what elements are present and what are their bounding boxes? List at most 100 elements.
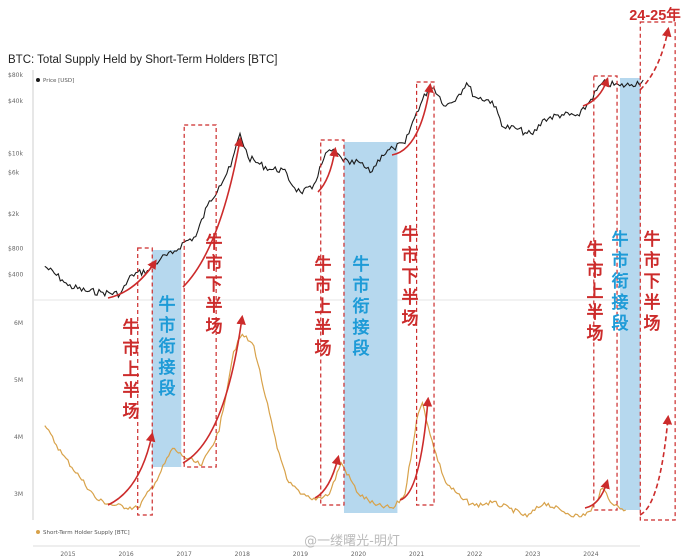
trend-arrow-11 (639, 26, 672, 91)
supply-tick-label: 3M (14, 491, 23, 498)
supply-legend: Short-Term Holder Supply [BTC] (36, 530, 130, 536)
phase-label-char: 场 (402, 309, 419, 329)
trend-arrow-4 (182, 314, 246, 464)
price-tick-label: $6k (8, 170, 20, 177)
price-legend: Price [USD] (36, 78, 74, 84)
price-tick-label: $10k (8, 150, 23, 157)
price-series-line (44, 79, 644, 299)
x-tick-label: 2024 (583, 551, 598, 557)
phase-box-2 (183, 124, 217, 468)
trend-arrow-3 (182, 136, 244, 288)
x-tick-label: 2022 (467, 551, 482, 557)
phase-label-char: 下 (206, 275, 223, 295)
supply-tick-label: 4M (14, 434, 23, 441)
phase-label-char: 牛 (644, 229, 661, 250)
phase-label-char: 上 (315, 297, 332, 317)
trend-arrow-10 (584, 478, 610, 509)
phase-label-char: 牛 (206, 232, 223, 253)
x-tick-label: 2023 (525, 551, 540, 557)
phase-box-4 (416, 81, 435, 506)
phase-label-char: 市 (353, 275, 370, 296)
trend-arrow-2 (107, 431, 156, 506)
trend-arrow-6 (314, 454, 342, 499)
x-tick-label: 2017 (177, 551, 192, 557)
phase-label-char: 市 (644, 250, 661, 271)
phase-label-char: 下 (644, 272, 661, 292)
price-tick-label: $400 (8, 272, 23, 279)
price-tick-label: $40k (8, 98, 23, 105)
trend-arrow-8 (399, 396, 433, 501)
phase-label-char: 牛 (402, 224, 419, 245)
phase-label-char: 上 (587, 282, 604, 302)
phase-box-6 (639, 21, 676, 521)
phase-label-char: 下 (402, 267, 419, 287)
phase-label-char: 场 (315, 339, 332, 359)
x-tick-label: 2020 (351, 551, 366, 557)
phase-label-char: 场 (587, 324, 604, 344)
price-tick-label: $2k (8, 211, 20, 218)
bridge-band-3 (619, 78, 641, 510)
phase-label-char: 衔 (353, 297, 370, 317)
phase-label-char: 市 (402, 245, 419, 266)
phase-label-char: 牛 (612, 229, 629, 250)
x-tick-label: 2018 (235, 551, 250, 557)
phase-label-char: 半 (206, 295, 223, 316)
phase-label-char: 段 (612, 313, 629, 334)
phase-label-char: 市 (123, 338, 140, 359)
phase-label-char: 场 (123, 402, 140, 422)
phase-label-char: 市 (612, 250, 629, 271)
phase-label-char: 场 (206, 317, 223, 337)
phase-label-char: 市 (159, 315, 176, 336)
phase-label-char: 市 (206, 253, 223, 274)
chart-title: BTC: Total Supply Held by Short-Term Hol… (8, 54, 278, 66)
phase-label-char: 牛 (587, 239, 604, 260)
trend-arrow-5 (317, 146, 339, 193)
phase-label-char: 半 (402, 287, 419, 308)
phase-label-char: 衔 (159, 337, 176, 357)
phase-label-char: 接 (159, 357, 176, 378)
price-legend-marker (36, 78, 40, 82)
bridge-band-2 (343, 142, 398, 513)
phase-label-char: 半 (123, 380, 140, 401)
phase-label-char: 半 (587, 302, 604, 323)
phase-label-char: 市 (315, 275, 332, 296)
phase-label-char: 段 (159, 378, 176, 399)
watermark: @一缕曙光-明灯 (304, 534, 400, 549)
supply-tick-label: 6M (14, 320, 23, 327)
phase-label-char: 牛 (315, 254, 332, 275)
price-legend-label: Price [USD] (43, 78, 74, 84)
phase-label-char: 半 (315, 317, 332, 338)
phase-label-char: 半 (644, 292, 661, 313)
phase-label-char: 场 (644, 314, 661, 334)
phase-box-1 (137, 247, 153, 516)
x-tick-label: 2015 (60, 551, 75, 557)
phase-label-char: 衔 (612, 272, 629, 292)
trend-arrow-9 (582, 76, 610, 107)
supply-tick-label: 5M (14, 377, 23, 384)
phase-box-5 (593, 75, 618, 511)
forecast-label: 24-25年 (629, 6, 681, 24)
x-tick-label: 2016 (118, 551, 133, 557)
phase-label-char: 牛 (123, 317, 140, 338)
supply-legend-marker (36, 530, 40, 534)
trend-arrow-1 (107, 259, 157, 299)
phase-box-3 (320, 139, 345, 506)
phase-label-char: 接 (353, 317, 370, 338)
x-tick-label: 2021 (409, 551, 424, 557)
phase-label-char: 牛 (159, 294, 176, 315)
price-tick-label: $80k (8, 72, 23, 79)
supply-legend-label: Short-Term Holder Supply [BTC] (43, 530, 130, 536)
phase-label-char: 段 (353, 338, 370, 359)
phase-label-char: 牛 (353, 254, 370, 275)
bridge-band-1 (152, 250, 182, 467)
